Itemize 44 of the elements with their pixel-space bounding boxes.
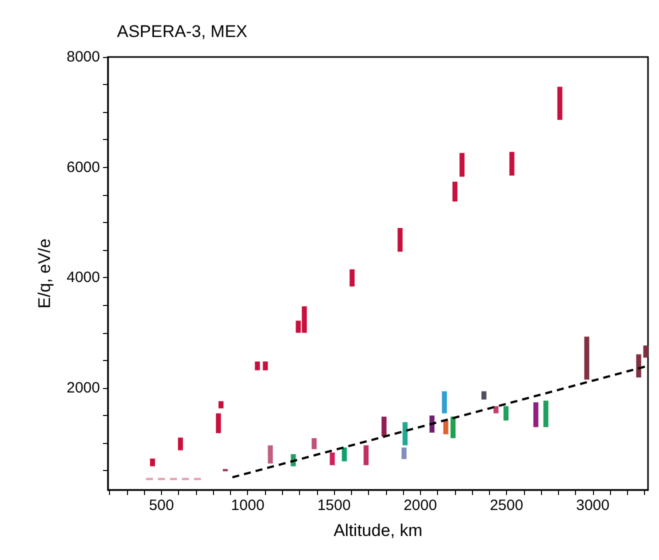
bar bbox=[636, 354, 642, 378]
x-tick-label: 1000 bbox=[231, 497, 264, 514]
x-tick-label: 2500 bbox=[490, 497, 524, 514]
x-tick-label: 3000 bbox=[576, 497, 610, 514]
bar bbox=[557, 86, 562, 120]
bar bbox=[382, 416, 387, 436]
bar bbox=[268, 445, 273, 464]
bar bbox=[533, 402, 538, 428]
bar bbox=[218, 401, 224, 408]
bar bbox=[178, 438, 183, 450]
bar bbox=[584, 336, 590, 380]
y-tick-label: 2000 bbox=[66, 379, 100, 396]
bar bbox=[216, 413, 221, 434]
y-tick-label: 6000 bbox=[66, 158, 100, 176]
bar bbox=[443, 420, 448, 434]
bar bbox=[504, 406, 509, 420]
bar bbox=[481, 391, 486, 400]
x-tick-label: 1500 bbox=[317, 497, 351, 514]
bar bbox=[262, 361, 268, 370]
bar bbox=[254, 361, 260, 370]
y-axis-title: E/q, eV/e bbox=[35, 238, 54, 308]
x-tick-label: 500 bbox=[148, 497, 174, 514]
y-tick-label: 4000 bbox=[66, 269, 100, 286]
bar bbox=[450, 416, 456, 438]
bar bbox=[312, 438, 317, 450]
y-tick-label: 8000 bbox=[66, 48, 100, 66]
x-axis-title: Altitude, km bbox=[334, 521, 422, 540]
chart-title: ASPERA-3, MEX bbox=[117, 22, 248, 41]
bar bbox=[543, 400, 548, 428]
bar bbox=[460, 152, 465, 177]
bar bbox=[398, 228, 403, 252]
bar bbox=[402, 422, 408, 446]
bar bbox=[643, 345, 648, 358]
bar bbox=[494, 406, 499, 414]
bar bbox=[342, 448, 347, 462]
bar bbox=[402, 448, 407, 460]
bar bbox=[364, 445, 369, 466]
bar bbox=[150, 458, 156, 466]
x-tick-label: 2000 bbox=[404, 497, 437, 514]
bar bbox=[330, 452, 335, 466]
bar bbox=[452, 182, 458, 202]
bar bbox=[509, 152, 514, 176]
bar bbox=[442, 391, 447, 414]
bar bbox=[350, 269, 355, 286]
